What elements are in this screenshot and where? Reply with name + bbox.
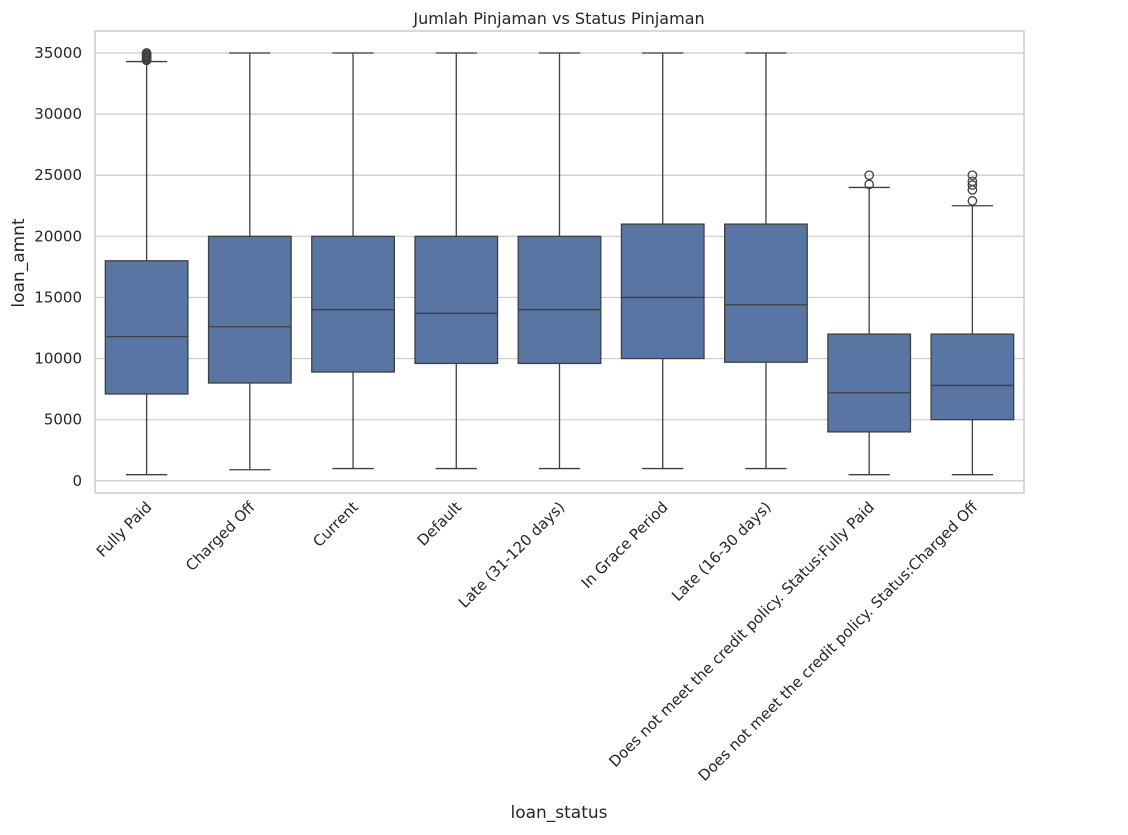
outlier-point xyxy=(967,196,978,206)
box-group xyxy=(104,48,189,476)
box-iqr xyxy=(930,333,1015,421)
box-group xyxy=(827,170,912,476)
box-iqr xyxy=(620,223,705,360)
box-iqr xyxy=(207,235,292,384)
box-group xyxy=(207,52,292,471)
box-group xyxy=(930,170,1015,476)
y-tick-label: 15000 xyxy=(34,288,82,306)
outlier-point xyxy=(141,48,152,58)
box-iqr xyxy=(104,260,189,395)
plot-frame xyxy=(94,30,1025,494)
y-tick-label: 30000 xyxy=(34,105,82,123)
box-iqr xyxy=(827,333,912,433)
box-group xyxy=(311,52,395,470)
outlier-point xyxy=(967,170,978,181)
box-group xyxy=(724,52,808,470)
y-tick-label: 20000 xyxy=(34,227,82,245)
y-tick-label: 25000 xyxy=(34,166,82,184)
y-tick-label: 10000 xyxy=(34,350,82,368)
box-group xyxy=(414,52,499,470)
box-iqr xyxy=(724,223,808,363)
box-iqr xyxy=(414,235,499,365)
box-iqr xyxy=(311,235,395,373)
outlier-point xyxy=(967,180,978,190)
x-axis-label: loan_status xyxy=(510,803,607,823)
outlier-point xyxy=(864,170,875,181)
box-group xyxy=(620,52,705,470)
chart-title: Jumlah Pinjaman vs Status Pinjaman xyxy=(412,9,704,28)
box-group xyxy=(517,52,602,470)
y-axis-label: loan_amnt xyxy=(9,218,29,308)
outlier-point xyxy=(967,176,978,187)
y-tick-label: 5000 xyxy=(44,411,82,429)
y-tick-label: 35000 xyxy=(34,44,82,62)
y-tick-label: 0 xyxy=(72,472,82,490)
box-iqr xyxy=(517,235,602,365)
outlier-point xyxy=(864,179,875,190)
